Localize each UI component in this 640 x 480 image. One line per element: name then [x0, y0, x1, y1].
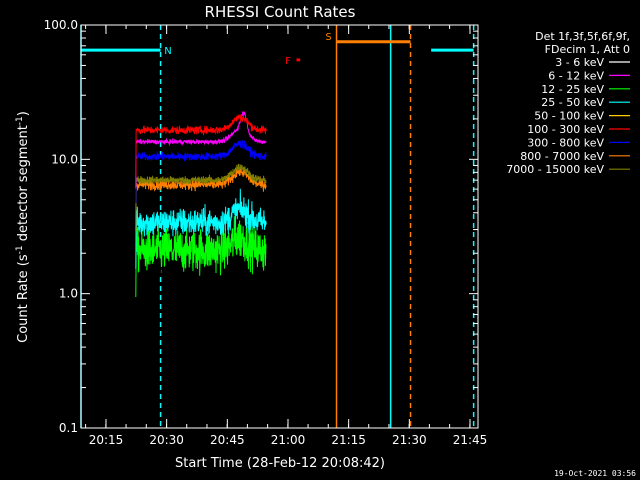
- generated-timestamp: 19-Oct-2021 03:56: [554, 469, 636, 478]
- legend: Det 1f,3f,5f,6f,9f,FDecim 1, Att 03 - 6 …: [506, 30, 630, 176]
- x-tick-label-2: 20:45: [210, 433, 245, 447]
- legend-entry-label-5: 100 - 300 keV: [527, 123, 604, 136]
- series-trace-8: [135, 164, 267, 227]
- annotation-label-0: N: [164, 46, 171, 57]
- series-trace-1: [135, 111, 267, 189]
- x-tick-label-5: 21:30: [392, 433, 427, 447]
- series-trace-6: [135, 140, 267, 204]
- legend-entry-label-3: 25 - 50 keV: [541, 96, 604, 109]
- x-tick-label-4: 21:15: [331, 433, 366, 447]
- legend-entry-label-2: 12 - 25 keV: [541, 83, 604, 96]
- x-tick-label-1: 20:30: [149, 433, 184, 447]
- legend-entry-label-8: 7000 - 15000 keV: [506, 163, 604, 176]
- x-tick-label-0: 20:15: [89, 433, 124, 447]
- annotation-label-3: S: [325, 32, 331, 43]
- plot-area: N F S: [80, 25, 475, 428]
- series-trace-2: [135, 216, 267, 298]
- legend-entry-label-6: 300 - 800 keV: [527, 136, 604, 149]
- legend-entry-label-4: 50 - 100 keV: [534, 110, 604, 123]
- series-trace-3: [135, 188, 267, 269]
- annotation-label-2: F: [285, 56, 291, 67]
- legend-entry-label-1: 6 - 12 keV: [548, 69, 604, 82]
- axis-frame: [80, 24, 479, 429]
- legend-header-line-1: FDecim 1, Att 0: [545, 43, 630, 56]
- y-axis-label: Count Rate (s-1 detector segment-1): [15, 111, 31, 343]
- y-tick-label-0: 0.1: [59, 421, 78, 435]
- x-tick-label-6: 21:45: [453, 433, 488, 447]
- chart-title: RHESSI Count Rates: [205, 3, 356, 21]
- x-axis-label: Start Time (28-Feb-12 20:08:42): [175, 456, 385, 471]
- x-tick-label-3: 21:00: [271, 433, 306, 447]
- y-tick-label-2: 10.0: [51, 152, 78, 166]
- y-tick-label-1: 1.0: [59, 287, 78, 301]
- series-trace-5: [135, 114, 267, 177]
- legend-header-line-0: Det 1f,3f,5f,6f,9f,: [535, 30, 630, 43]
- y-tick-label-3: 100.0: [44, 18, 78, 32]
- axes: 0.1 1.0 10.0 100.0 20:15 20:30 20:45 21:00 21:15…: [44, 18, 488, 447]
- legend-entry-label-7: 800 - 7000 keV: [520, 150, 604, 163]
- legend-entry-label-0: 3 - 6 keV: [555, 56, 604, 69]
